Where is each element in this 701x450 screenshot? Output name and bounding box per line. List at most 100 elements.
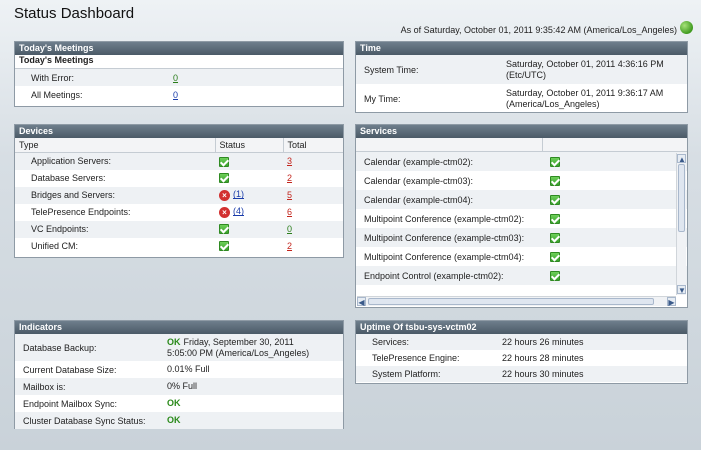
uptime-label: Services: xyxy=(372,337,410,347)
indicator-label: Database Backup: xyxy=(23,342,97,353)
service-status xyxy=(550,266,687,285)
device-type: Unified CM: xyxy=(31,241,79,251)
device-total: 6 xyxy=(283,204,343,221)
indicator-value: OK xyxy=(167,395,343,412)
column-status[interactable]: Status xyxy=(214,138,283,153)
device-type: Database Servers: xyxy=(31,173,106,183)
device-error-count-link[interactable]: (4) xyxy=(233,206,244,217)
device-type: VC Endpoints: xyxy=(31,224,89,234)
services-horizontal-scrollbar[interactable]: ◀ ▶ xyxy=(357,296,676,307)
indicator-label: Mailbox is: xyxy=(23,381,66,392)
meetings-all-count-link[interactable]: 0 xyxy=(173,89,179,100)
table-row: Database Backup: OK Friday, September 30, … xyxy=(15,334,343,361)
uptime-panel: Uptime Of tsbu-sys-vctm02 Services: 22 ho… xyxy=(355,320,688,384)
indicator-text: Friday, September 30, 2011 xyxy=(183,336,294,347)
indicator-value: OK Friday, September 30, 2011 5:05:00 PM (… xyxy=(167,334,343,361)
scroll-left-icon[interactable]: ◀ xyxy=(357,297,366,307)
service-status xyxy=(550,190,687,209)
check-icon xyxy=(219,224,229,235)
device-total-link[interactable]: 3 xyxy=(287,156,293,167)
meetings-row-all: All Meetings: 0 xyxy=(15,86,343,103)
scroll-down-icon[interactable]: ▼ xyxy=(677,285,686,295)
table-row: Multipoint Conference (example-ctm03): xyxy=(356,228,687,247)
indicator-value: OK xyxy=(167,412,343,429)
error-icon: × xyxy=(219,189,230,201)
scroll-up-icon[interactable]: ▲ xyxy=(677,154,686,164)
scroll-thumb[interactable] xyxy=(678,164,685,232)
device-total-link[interactable]: 2 xyxy=(287,173,293,183)
indicator-label: Current Database Size: xyxy=(23,364,117,375)
time-row-my: My Time: Saturday, October 01, 2011 9:36… xyxy=(356,84,687,113)
table-row: Calendar (example-ctm02): xyxy=(356,152,687,171)
indicators-header: Indicators xyxy=(15,321,343,334)
indicator-value-line: OK Friday, September 30, 2011 xyxy=(167,337,343,348)
device-total-link[interactable]: 2 xyxy=(287,241,293,251)
check-icon xyxy=(550,232,560,243)
device-status: × (4) xyxy=(215,204,283,221)
uptime-header: Uptime Of tsbu-sys-vctm02 xyxy=(356,321,687,334)
time-value-line: (America/Los_Angeles) xyxy=(506,98,600,109)
time-panel: Time System Time: Saturday, October 01, … xyxy=(355,41,688,113)
uptime-value: 22 hours 28 minutes xyxy=(502,353,584,363)
device-total-link[interactable]: 5 xyxy=(287,190,293,200)
time-value: Saturday, October 01, 2011 9:36:17 AM (A… xyxy=(506,84,687,113)
device-type: Bridges and Servers: xyxy=(31,190,116,200)
table-row: Application Servers: 3 xyxy=(15,152,343,170)
time-row-system: System Time: Saturday, October 01, 2011 … xyxy=(356,55,687,84)
time-label: System Time: xyxy=(364,64,419,75)
services-panel: Services Calendar (example-ctm02): Calend… xyxy=(355,124,688,308)
indicator-value-line: 0.01% Full xyxy=(167,364,343,375)
table-row: TelePresence Engine: 22 hours 28 minutes xyxy=(356,350,687,366)
scroll-right-icon[interactable]: ▶ xyxy=(667,297,676,307)
device-type: TelePresence Endpoints: xyxy=(31,207,131,217)
indicator-value-line: 5:05:00 PM (America/Los_Angeles) xyxy=(167,347,310,358)
device-status xyxy=(215,170,283,187)
table-row: Database Servers: 2 xyxy=(15,170,343,187)
service-status xyxy=(550,209,687,228)
indicator-text: 0% Full xyxy=(167,381,198,391)
service-status xyxy=(550,171,687,190)
device-error-count-link[interactable]: (1) xyxy=(233,189,244,200)
column-type[interactable]: Type xyxy=(15,138,215,153)
column-total[interactable]: Total xyxy=(282,138,343,153)
device-total-link[interactable]: 0 xyxy=(287,224,293,234)
device-total: 3 xyxy=(283,153,343,170)
page-title: Status Dashboard xyxy=(14,5,135,22)
indicator-value-line: 0% Full xyxy=(167,381,343,392)
table-row: Services: 22 hours 26 minutes xyxy=(356,334,687,350)
table-row: Mailbox is: 0% Full xyxy=(15,378,343,395)
horizontal-scroll-thumb[interactable] xyxy=(368,298,654,305)
check-icon xyxy=(550,194,560,205)
indicator-value: 0.01% Full xyxy=(167,361,343,378)
service-name: Calendar (example-ctm04): xyxy=(364,194,474,205)
check-icon xyxy=(219,173,229,184)
service-status xyxy=(550,247,687,266)
device-total-link[interactable]: 6 xyxy=(287,207,293,217)
indicator-label: Endpoint Mailbox Sync: xyxy=(23,398,118,409)
service-name: Multipoint Conference (example-ctm03): xyxy=(364,232,525,243)
devices-panel: Devices Type Status Total Application Se… xyxy=(14,124,344,258)
device-status: × (1) xyxy=(215,187,283,204)
meetings-error-count-link[interactable]: 0 xyxy=(173,72,179,83)
meetings-header: Today's Meetings xyxy=(15,42,343,55)
indicator-text: 0.01% Full xyxy=(167,364,210,374)
service-name: Multipoint Conference (example-ctm02): xyxy=(364,213,525,224)
time-value-line: Saturday, October 01, 2011 4:36:16 PM xyxy=(506,58,664,69)
check-icon xyxy=(550,213,560,224)
uptime-label: TelePresence Engine: xyxy=(372,353,460,363)
refresh-icon[interactable] xyxy=(680,21,693,34)
time-header: Time xyxy=(356,42,687,55)
check-icon xyxy=(219,241,229,252)
device-total: 2 xyxy=(283,238,343,255)
indicator-label: Cluster Database Sync Status: xyxy=(23,415,146,426)
as-of-timestamp: As of Saturday, October 01, 2011 9:35:42… xyxy=(400,25,677,35)
table-row: Bridges and Servers: × (1) 5 xyxy=(15,186,343,204)
time-label: My Time: xyxy=(364,93,401,104)
services-vertical-scrollbar[interactable]: ▲ ▼ xyxy=(676,153,686,295)
table-row: Current Database Size: 0.01% Full xyxy=(15,361,343,378)
check-icon xyxy=(550,251,560,262)
service-status xyxy=(550,152,687,171)
table-row: TelePresence Endpoints: × (4) 6 xyxy=(15,204,343,221)
devices-header: Devices xyxy=(15,125,343,138)
time-value-line: Saturday, October 01, 2011 9:36:17 AM xyxy=(506,87,664,98)
